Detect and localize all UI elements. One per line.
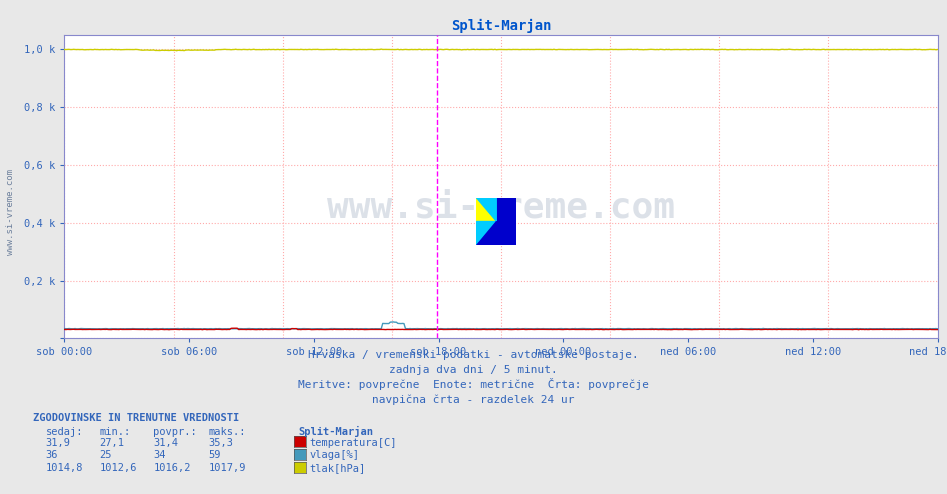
Text: tlak[hPa]: tlak[hPa] <box>310 463 366 473</box>
Text: www.si-vreme.com: www.si-vreme.com <box>327 191 675 225</box>
Text: 25: 25 <box>99 451 112 460</box>
Bar <box>476 221 496 245</box>
Text: Split-Marjan: Split-Marjan <box>298 426 373 437</box>
Text: ZGODOVINSKE IN TRENUTNE VREDNOSTI: ZGODOVINSKE IN TRENUTNE VREDNOSTI <box>33 413 240 423</box>
Text: 35,3: 35,3 <box>208 438 233 448</box>
Polygon shape <box>476 221 496 245</box>
Text: 1012,6: 1012,6 <box>99 463 137 473</box>
Bar <box>496 198 516 245</box>
Text: maks.:: maks.: <box>208 427 246 437</box>
Text: 27,1: 27,1 <box>99 438 124 448</box>
Text: 59: 59 <box>208 451 221 460</box>
Text: 1017,9: 1017,9 <box>208 463 246 473</box>
Text: povpr.:: povpr.: <box>153 427 197 437</box>
Text: 36: 36 <box>45 451 58 460</box>
Text: min.:: min.: <box>99 427 131 437</box>
Text: 1016,2: 1016,2 <box>153 463 191 473</box>
Text: Meritve: povprečne  Enote: metrične  Črta: povprečje: Meritve: povprečne Enote: metrične Črta:… <box>298 378 649 390</box>
Text: vlaga[%]: vlaga[%] <box>310 451 360 460</box>
Text: 31,9: 31,9 <box>45 438 70 448</box>
Text: zadnja dva dni / 5 minut.: zadnja dva dni / 5 minut. <box>389 365 558 375</box>
Text: 1014,8: 1014,8 <box>45 463 83 473</box>
Text: 34: 34 <box>153 451 166 460</box>
Text: Hrvaška / vremenski podatki - avtomatske postaje.: Hrvaška / vremenski podatki - avtomatske… <box>308 350 639 360</box>
Text: www.si-vreme.com: www.si-vreme.com <box>6 169 15 255</box>
Text: 31,4: 31,4 <box>153 438 178 448</box>
Text: navpična črta - razdelek 24 ur: navpična črta - razdelek 24 ur <box>372 394 575 405</box>
Text: temperatura[C]: temperatura[C] <box>310 438 397 448</box>
Polygon shape <box>476 198 496 221</box>
Title: Split-Marjan: Split-Marjan <box>451 19 551 34</box>
Text: sedaj:: sedaj: <box>45 427 83 437</box>
Bar <box>476 198 496 221</box>
